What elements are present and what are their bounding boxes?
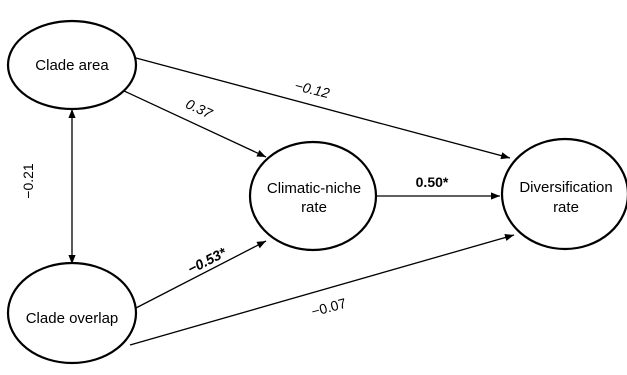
edge-label-area-to-diversification: −0.12 [293, 77, 331, 101]
edge-label-niche-to-diversification: 0.50* [416, 174, 449, 190]
node-clade-overlap-label: Clade overlap [26, 310, 119, 327]
node-diversification-rate: Diversification rate [500, 137, 627, 251]
edge-area-to-niche [121, 89, 267, 158]
node-clade-area: Clade area [6, 19, 138, 111]
node-climatic-niche-rate-label-line1: Climatic-niche [267, 180, 361, 197]
edge-overlap-to-niche [131, 240, 267, 311]
node-climatic-niche-rate-label-line2: rate [301, 199, 327, 216]
node-clade-overlap: Clade overlap [6, 261, 138, 365]
node-diversification-rate-label-line1: Diversification [519, 179, 612, 196]
edge-label-area-overlap-correlation: −0.21 [20, 163, 36, 199]
edge-label-overlap-to-diversification: −0.07 [310, 295, 349, 320]
node-diversification-rate-label-line2: rate [553, 199, 579, 216]
node-climatic-niche-rate: Climatic-niche rate [248, 140, 378, 252]
node-clade-area-label: Clade area [35, 57, 109, 74]
edge-label-area-to-niche: 0.37 [183, 95, 216, 122]
edge-area-to-diversification [135, 57, 511, 160]
edge-overlap-to-diversification [129, 234, 515, 346]
